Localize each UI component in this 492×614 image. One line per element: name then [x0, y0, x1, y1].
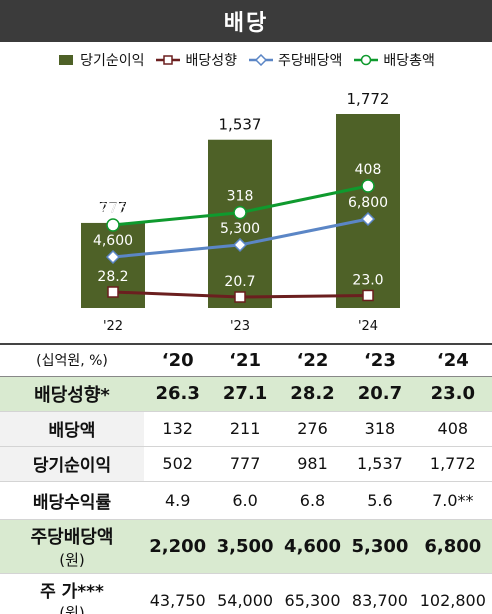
- table-cell: 23.0: [413, 376, 492, 412]
- table-cell: 211: [211, 411, 279, 447]
- table-cell: 102,800: [413, 573, 492, 614]
- row-label: 당기순이익: [0, 446, 144, 482]
- table-cell: 7.0**: [413, 481, 492, 520]
- table-cell: 26.3: [144, 376, 212, 412]
- table-cell: 408: [413, 411, 492, 447]
- table-cell: 20.7: [346, 376, 414, 412]
- payout-point: [107, 286, 119, 298]
- table-cell: 27.1: [211, 376, 279, 412]
- legend-total: 배당총액: [354, 50, 435, 70]
- table-cell: 3,500: [211, 519, 279, 574]
- bar-net-income: [336, 114, 400, 308]
- table-cell: 276: [278, 411, 347, 447]
- table-cell: 4,600: [278, 519, 347, 574]
- legend-total-label: 배당총액: [383, 53, 435, 69]
- dps-point: [360, 211, 376, 227]
- table-cell: 6.8: [278, 481, 347, 520]
- bar-net-income: [208, 139, 272, 308]
- bar-value-label: 1,772: [347, 90, 390, 108]
- dps-point: [105, 249, 121, 265]
- row-label-multiline: 주 가*** (원): [0, 573, 144, 614]
- row-label-unit: (원): [59, 550, 85, 569]
- legend-net-income: 당기순이익: [57, 50, 144, 70]
- table-cell: 981: [278, 446, 347, 482]
- table-cell: 318: [346, 411, 414, 447]
- table-cell: 1,537: [346, 446, 414, 482]
- table-row: 주당배당액 (원) 2,200 3,500 4,600 5,300 6,800: [0, 519, 492, 574]
- x-tick-label: '24: [358, 319, 378, 334]
- circle-marker-line-icon: [354, 54, 379, 66]
- table-cell: 6.0: [211, 481, 279, 520]
- table-cell: 83,700: [346, 573, 414, 614]
- legend-payout-label: 배당성향: [185, 53, 237, 69]
- table-cell: 65,300: [278, 573, 347, 614]
- square-marker-line-icon: [156, 55, 181, 65]
- x-tick-label: '23: [230, 319, 250, 334]
- table-year-header: ‘24: [413, 343, 492, 377]
- table-year-header: ‘21: [211, 343, 279, 377]
- table-unit-label: (십억원, %): [0, 343, 144, 377]
- dividend-table: (십억원, %) ‘20 ‘21 ‘22 ‘23 ‘24 배당성향* 26.3 …: [0, 343, 492, 614]
- title-bar: 배당: [0, 0, 492, 42]
- table-row: 배당성향* 26.3 27.1 28.2 20.7 23.0: [0, 376, 492, 412]
- chart-legend: 당기순이익 배당성향 주당배당액 배당총액: [0, 48, 492, 72]
- total-point: [233, 205, 247, 220]
- row-label: 배당수익률: [0, 481, 144, 520]
- table-cell: 54,000: [211, 573, 279, 614]
- legend-dps: 주당배당액: [249, 50, 342, 70]
- payout-value-label: 20.7: [224, 274, 255, 290]
- diamond-marker-line-icon: [249, 54, 273, 66]
- legend-net-income-label: 당기순이익: [80, 53, 145, 69]
- table-row: 주 가*** (원) 43,750 54,000 65,300 83,700 1…: [0, 573, 492, 614]
- total-value-label: 318: [227, 189, 254, 205]
- row-label: 주 가***: [40, 582, 104, 602]
- table-year-header: ‘22: [278, 343, 347, 377]
- combo-chart: 777 1,537 1,772 '22 '23 '24 28.2 20.7 23.0 4,600 5…: [81, 90, 400, 334]
- table-cell: 28.2: [278, 376, 347, 412]
- row-label-multiline: 주당배당액 (원): [0, 519, 144, 574]
- table-cell: 43,750: [144, 573, 212, 614]
- total-point: [361, 179, 375, 193]
- table-cell: 502: [144, 446, 212, 482]
- payout-value-label: 28.2: [97, 269, 128, 285]
- dps-point: [232, 237, 248, 252]
- dps-value-label: 4,600: [93, 233, 133, 249]
- row-label-unit: (원): [59, 604, 85, 614]
- table-year-header: ‘20: [144, 343, 212, 377]
- table-cell: 777: [211, 446, 279, 482]
- total-value-label: 408: [355, 162, 382, 178]
- payout-value-label: 23.0: [352, 272, 383, 288]
- page-title: 배당: [223, 11, 269, 36]
- table-cell: 2,200: [144, 519, 212, 574]
- dps-value-label: 5,300: [220, 221, 260, 237]
- legend-dps-label: 주당배당액: [278, 53, 343, 69]
- table-row: 배당수익률 4.9 6.0 6.8 5.6 7.0**: [0, 481, 492, 520]
- row-label: 배당액: [0, 411, 144, 447]
- row-label: 배당성향*: [0, 376, 144, 412]
- table-cell: 6,800: [413, 519, 492, 574]
- table-cell: 132: [144, 411, 212, 447]
- table-year-header: ‘23: [346, 343, 414, 377]
- legend-payout: 배당성향: [156, 50, 237, 70]
- table-cell: 1,772: [413, 446, 492, 482]
- x-tick-label: '22: [103, 319, 123, 334]
- payout-point: [234, 291, 246, 303]
- total-value-label: 276: [100, 201, 127, 217]
- row-label: 주당배당액: [30, 526, 114, 548]
- table-row: 배당액 132 211 276 318 408: [0, 411, 492, 447]
- table-cell: 5.6: [346, 481, 414, 520]
- bar-swatch-icon: [59, 55, 74, 65]
- bar-value-label: 1,537: [219, 116, 262, 134]
- table-cell: 4.9: [144, 481, 212, 520]
- dps-value-label: 6,800: [348, 195, 388, 211]
- payout-point: [362, 289, 374, 302]
- table-cell: 5,300: [346, 519, 414, 574]
- total-point: [106, 218, 120, 232]
- table-header-row: (십억원, %) ‘20 ‘21 ‘22 ‘23 ‘24: [0, 343, 492, 377]
- table-row: 당기순이익 502 777 981 1,537 1,772: [0, 446, 492, 482]
- bar-value-label: 777: [99, 199, 128, 217]
